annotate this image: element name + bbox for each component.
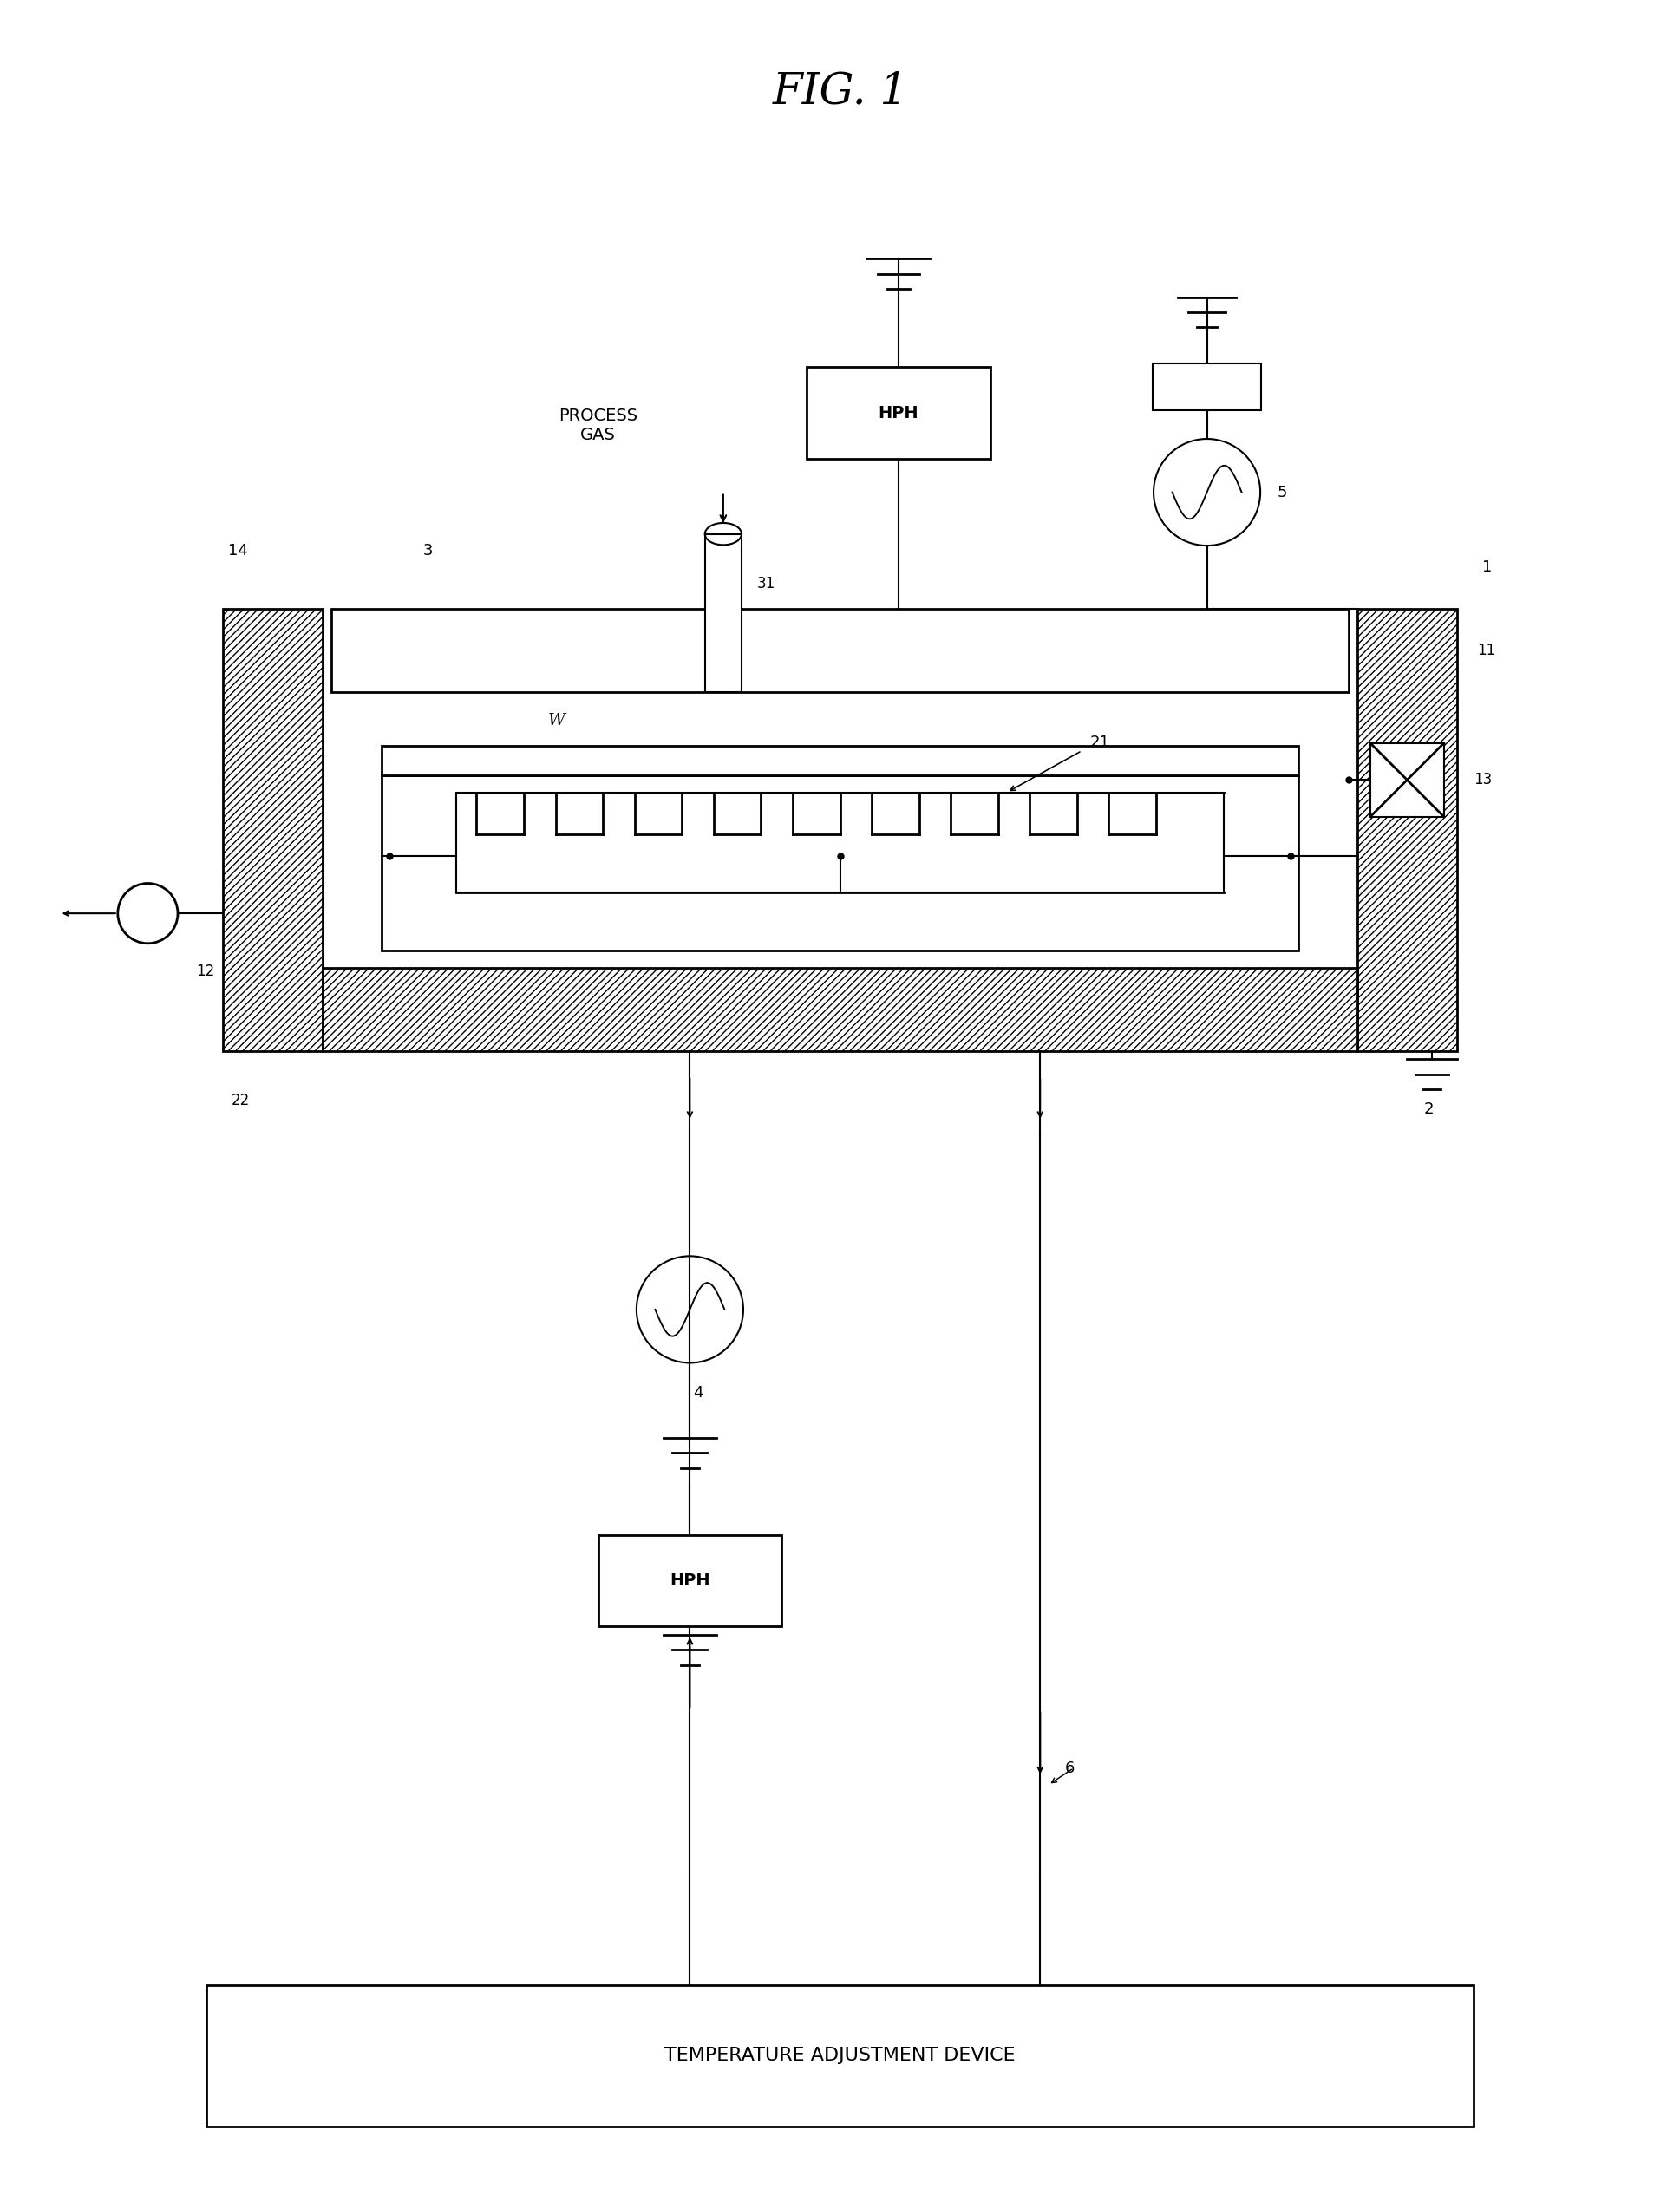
- Text: 3: 3: [423, 544, 433, 559]
- Text: 21: 21: [1090, 735, 1110, 751]
- Text: 1: 1: [1482, 559, 1492, 575]
- Text: FIG. 1: FIG. 1: [773, 70, 907, 112]
- Text: 4: 4: [694, 1385, 704, 1400]
- Bar: [706, 533, 741, 691]
- Text: 11: 11: [1477, 643, 1495, 658]
- Text: PROCESS
GAS: PROCESS GAS: [559, 407, 638, 443]
- Bar: [1371, 744, 1443, 817]
- Text: 5: 5: [1277, 484, 1287, 500]
- Text: 14: 14: [228, 544, 249, 559]
- Bar: [223, 610, 323, 1050]
- Bar: [1152, 363, 1262, 410]
- Bar: [1357, 610, 1457, 1050]
- Text: 31: 31: [756, 577, 774, 592]
- Text: 6: 6: [1065, 1759, 1075, 1777]
- Text: HPH: HPH: [879, 405, 919, 421]
- Text: TEMPERATURE ADJUSTMENT DEVICE: TEMPERATURE ADJUSTMENT DEVICE: [665, 2048, 1015, 2065]
- Bar: [323, 967, 1357, 1050]
- Bar: [381, 746, 1299, 775]
- Bar: [598, 1535, 781, 1627]
- Bar: [207, 1984, 1473, 2127]
- Text: 22: 22: [232, 1092, 250, 1110]
- Text: HPH: HPH: [670, 1572, 711, 1590]
- Text: 13: 13: [1473, 773, 1492, 788]
- Text: 12: 12: [197, 964, 215, 980]
- Bar: [381, 775, 1299, 951]
- Bar: [806, 368, 990, 458]
- Text: 2: 2: [1423, 1101, 1433, 1116]
- Bar: [457, 793, 1223, 892]
- Text: W: W: [548, 713, 564, 729]
- Bar: [331, 610, 1349, 691]
